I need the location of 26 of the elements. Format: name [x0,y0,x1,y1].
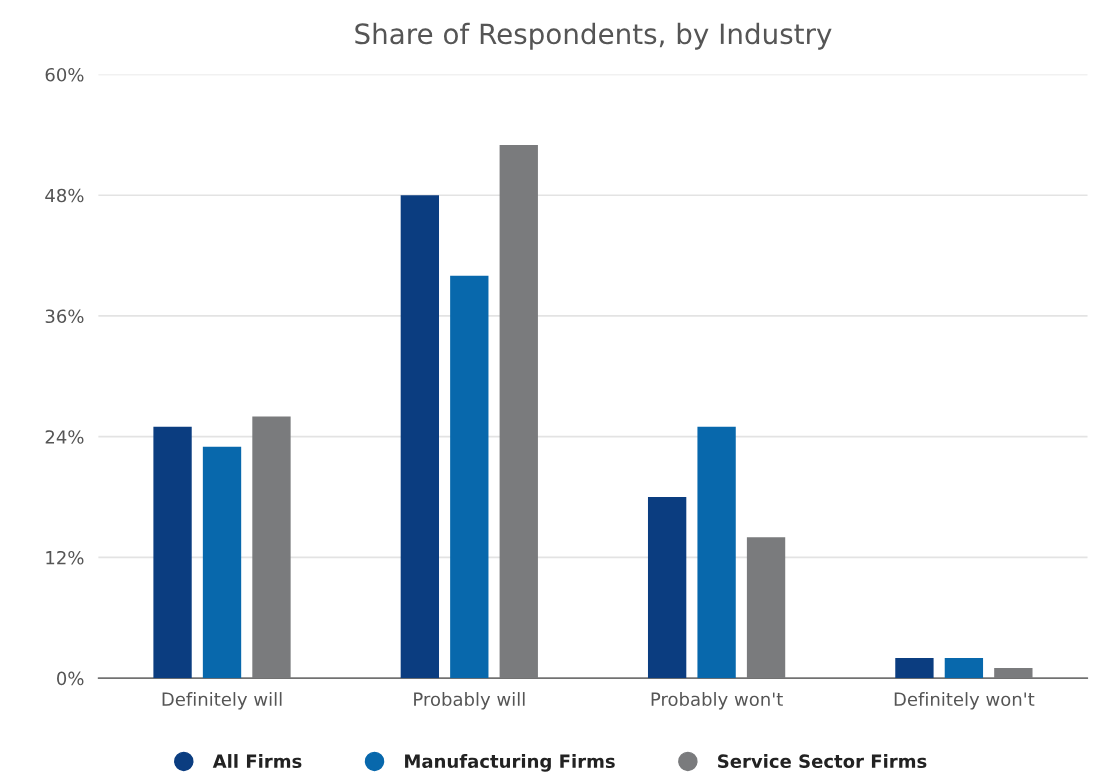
legend-label: Service Sector Firms [718,754,927,769]
y-tick-label: 36% [45,309,84,324]
legend-label: Manufacturing Firms [405,754,615,772]
y-tick-label: 24% [45,430,84,444]
bar [202,446,242,679]
x-tick-label: Probably will [414,692,525,710]
bar [153,426,192,679]
bar [647,497,687,679]
bar [994,668,1033,679]
bar [499,144,538,679]
x-tick-label: Probably won't [651,692,783,710]
bar [252,416,291,679]
bar [400,195,440,679]
chart-title: Share of Respondents, by Industry [355,22,832,50]
x-tick-label: Definitely won't [894,692,1035,710]
y-tick-label: 12% [46,550,84,565]
bar [746,537,786,679]
y-tick-label: 0% [57,671,84,686]
y-tick-label: 48% [45,188,84,203]
y-tick-label: 60% [45,67,84,82]
x-tick-label: Definitely will [162,692,282,710]
bar [450,275,489,679]
legend-label: All Firms [212,754,302,769]
bar [944,658,984,679]
bar [895,658,934,679]
bar [697,426,736,679]
